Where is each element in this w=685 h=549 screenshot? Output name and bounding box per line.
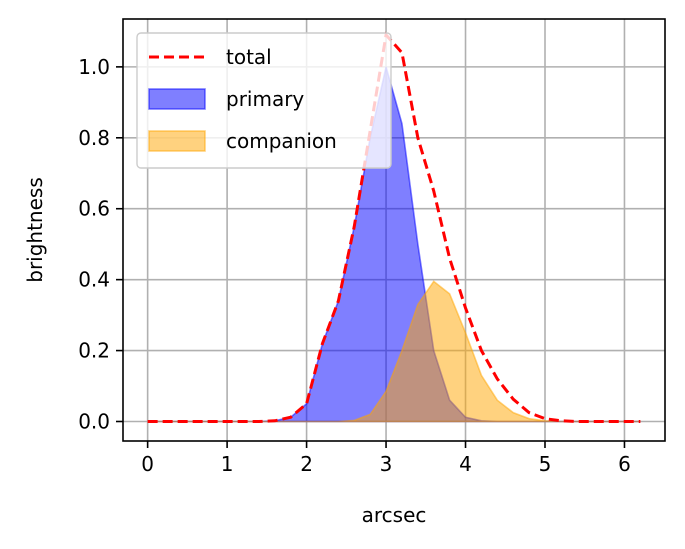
x-tick-label: 5 bbox=[539, 452, 552, 476]
y-tick-label: 0.6 bbox=[78, 197, 110, 221]
y-tick-label: 0.4 bbox=[78, 268, 110, 292]
y-tick-label: 0.8 bbox=[78, 126, 110, 150]
legend-swatch-companion bbox=[148, 130, 206, 152]
plot-frame bbox=[122, 18, 666, 442]
y-tick-label: 1.0 bbox=[78, 55, 110, 79]
series-lines bbox=[147, 31, 641, 423]
y-axis-ticks: 0.0 0.2 0.4 0.6 0.8 1.0 bbox=[78, 55, 123, 433]
legend: total primary companion bbox=[136, 32, 392, 169]
legend-label-companion: companion bbox=[226, 129, 337, 153]
x-axis-ticks: 0 1 2 3 4 5 6 bbox=[141, 441, 631, 476]
x-tick-label: 2 bbox=[300, 452, 313, 476]
x-tick-label: 3 bbox=[380, 452, 393, 476]
x-tick-label: 4 bbox=[459, 452, 472, 476]
legend-label-total: total bbox=[226, 45, 272, 69]
y-tick-label: 0.2 bbox=[78, 339, 110, 363]
line-total bbox=[147, 31, 641, 423]
x-axis-label: arcsec bbox=[362, 503, 427, 527]
legend-label-primary: primary bbox=[226, 87, 304, 111]
y-tick-label: 0.0 bbox=[78, 409, 110, 433]
x-tick-label: 0 bbox=[141, 452, 154, 476]
x-tick-label: 6 bbox=[618, 452, 631, 476]
legend-swatch-primary bbox=[148, 88, 206, 110]
x-tick-label: 1 bbox=[221, 452, 234, 476]
y-axis-label: brightness bbox=[23, 177, 47, 283]
